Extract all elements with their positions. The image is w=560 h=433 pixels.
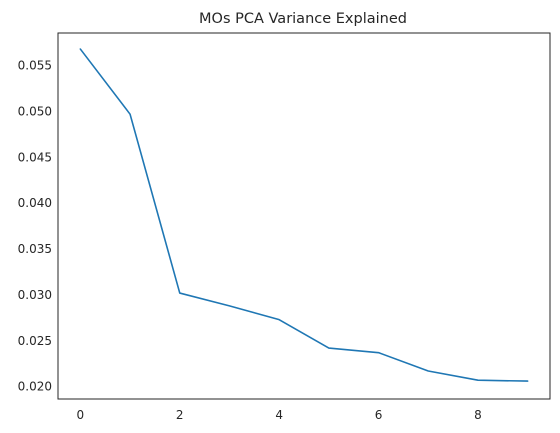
y-tick-label: 0.020	[18, 380, 52, 394]
chart-title: MOs PCA Variance Explained	[199, 11, 407, 27]
y-tick-label: 0.040	[18, 196, 52, 210]
y-axis: 0.020 0.025 0.030 0.035 0.040 0.045 0.050 0.055	[18, 59, 52, 394]
x-tick-label: 2	[176, 408, 184, 422]
variance-line	[79, 48, 529, 382]
x-tick-label: 0	[77, 408, 85, 422]
y-tick-label: 0.050	[18, 104, 52, 118]
x-tick-label: 8	[474, 408, 482, 422]
x-tick-label: 6	[375, 408, 383, 422]
y-tick-label: 0.025	[18, 334, 52, 348]
y-tick-label: 0.035	[18, 242, 52, 256]
y-tick-label: 0.030	[18, 288, 52, 302]
y-tick-label: 0.055	[18, 59, 52, 73]
y-tick-label: 0.045	[18, 150, 52, 164]
x-axis: 0 2 4 6 8	[77, 408, 482, 422]
x-tick-label: 4	[275, 408, 283, 422]
plot-frame	[57, 32, 551, 400]
